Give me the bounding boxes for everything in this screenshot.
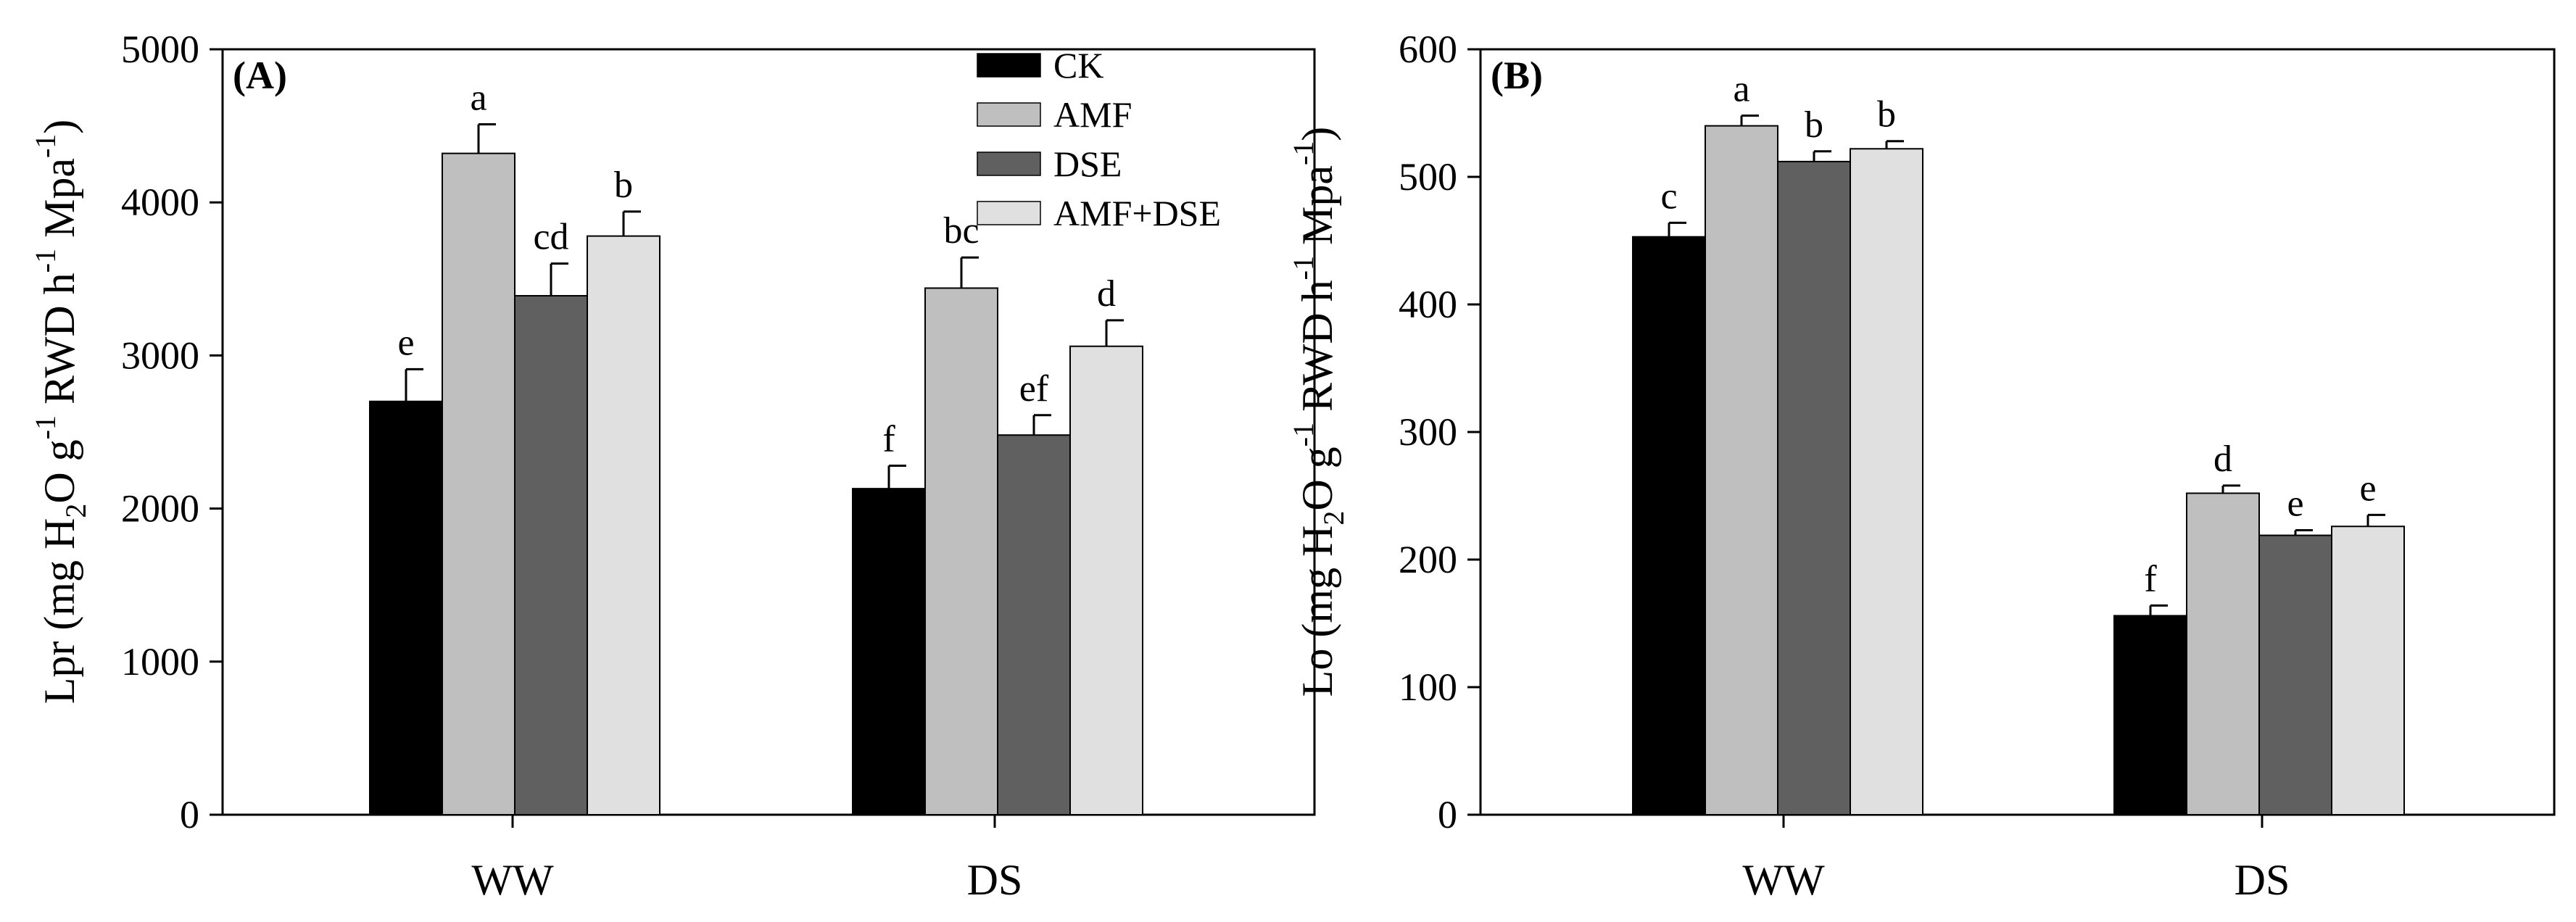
bar xyxy=(1777,160,1851,815)
significance-letter: d xyxy=(2213,439,2232,480)
plot-frame xyxy=(221,48,1316,816)
significance-letter: e xyxy=(397,322,414,363)
bar xyxy=(587,235,660,815)
y-tick-label: 4000 xyxy=(121,180,199,224)
bar xyxy=(514,295,588,816)
significance-letter: e xyxy=(2287,483,2303,525)
x-tick-label: WW xyxy=(471,856,554,904)
bar xyxy=(2113,615,2187,815)
panel-label: (A) xyxy=(233,54,287,97)
legend-swatch xyxy=(977,201,1041,225)
y-tick-label: 2000 xyxy=(121,487,199,531)
bar xyxy=(442,152,515,815)
bar xyxy=(2331,526,2405,815)
bar xyxy=(852,488,926,815)
significance-letter: ef xyxy=(1019,368,1049,410)
x-tick-label: DS xyxy=(2235,856,2290,904)
y-tick-label: 500 xyxy=(1399,155,1457,199)
significance-letter: bc xyxy=(943,210,979,252)
legend-label: DSE xyxy=(1053,144,1122,184)
significance-letter: f xyxy=(882,418,895,460)
panel-label: (B) xyxy=(1491,54,1543,97)
x-tick-label: WW xyxy=(1742,856,1825,904)
y-axis-label: Lpr (mg H2O g-1 RWD h-1 Mpa-1) xyxy=(29,120,92,705)
bar xyxy=(1850,148,1923,815)
x-tick-label: DS xyxy=(967,856,1023,904)
legend-label: CK xyxy=(1053,45,1103,86)
bar xyxy=(2258,534,2332,815)
y-tick-label: 5000 xyxy=(121,28,199,71)
y-tick-label: 1000 xyxy=(121,640,199,684)
y-axis-label: Lo (mg H2O g-1 RWD h-1 Mpa-1) xyxy=(1287,127,1350,697)
legend-label: AMF+DSE xyxy=(1053,193,1221,233)
y-tick-label: 3000 xyxy=(121,333,199,377)
significance-letter: b xyxy=(614,165,633,206)
significance-letter: d xyxy=(1097,273,1116,315)
significance-letter: c xyxy=(1660,175,1677,217)
y-tick-label: 200 xyxy=(1399,538,1457,581)
y-tick-label: 0 xyxy=(180,793,199,836)
significance-letter: e xyxy=(2359,468,2376,509)
y-tick-label: 600 xyxy=(1399,28,1457,71)
y-tick-label: 400 xyxy=(1399,283,1457,326)
y-tick-label: 100 xyxy=(1399,665,1457,709)
legend-swatch xyxy=(977,53,1041,78)
legend: CK AMF DSE AMF+DSE xyxy=(977,45,1221,233)
bar xyxy=(924,287,998,815)
bar xyxy=(1632,236,1706,816)
legend-label: AMF xyxy=(1053,94,1132,135)
y-tick-label: 0 xyxy=(1438,793,1457,836)
chart-panel-b: 0 100 200 300 400 500 600 WW DS c f a d b e b e (B) Lo (mg… xyxy=(1287,28,2556,904)
bar xyxy=(997,434,1071,815)
significance-letter: f xyxy=(2144,558,2157,599)
bar xyxy=(2186,492,2260,815)
bar xyxy=(369,400,443,815)
significance-letter: a xyxy=(1733,69,1749,110)
significance-letter: b xyxy=(1877,94,1896,136)
significance-letter: a xyxy=(470,77,486,118)
significance-letter: cd xyxy=(533,217,568,258)
legend-swatch xyxy=(977,151,1041,176)
bar xyxy=(1705,125,1778,816)
y-tick-label: 300 xyxy=(1399,410,1457,454)
bar xyxy=(1069,345,1143,815)
significance-letter: b xyxy=(1805,104,1823,146)
legend-swatch xyxy=(977,102,1041,127)
